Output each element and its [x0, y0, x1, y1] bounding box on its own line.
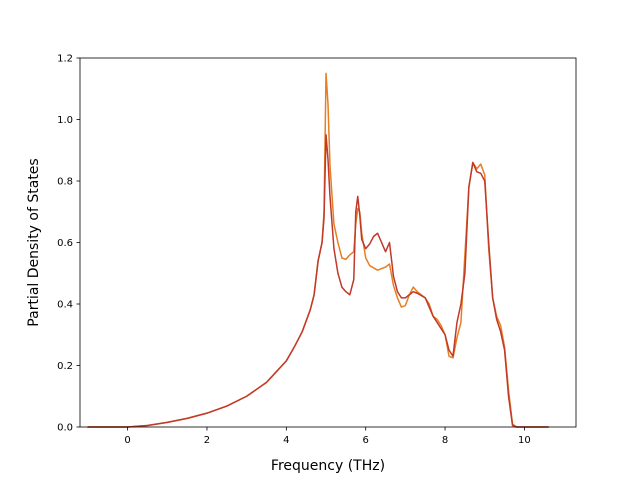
y-axis: 0.0 0.2 0.4 0.6 0.8 1.0 1.2 — [57, 54, 80, 434]
x-tick-label: 10 — [518, 435, 531, 446]
series-line-2 — [87, 134, 549, 428]
y-axis-label: Partial Density of States — [26, 158, 42, 326]
series-layer — [87, 72, 549, 428]
y-tick-label: 1.0 — [57, 115, 73, 126]
x-tick-label: 4 — [283, 435, 289, 446]
x-tick-label: 6 — [363, 435, 369, 446]
x-axis-label: Frequency (THz) — [271, 458, 385, 474]
x-tick-label: 8 — [442, 435, 448, 446]
x-axis: 0 2 4 6 8 10 — [124, 427, 531, 446]
y-tick-label: 0.0 — [57, 423, 73, 434]
y-tick-label: 0.8 — [57, 177, 73, 188]
y-tick-label: 0.4 — [57, 300, 73, 311]
x-tick-label: 0 — [124, 435, 130, 446]
y-tick-label: 1.2 — [57, 54, 73, 65]
y-tick-label: 0.6 — [57, 238, 73, 249]
x-tick-label: 2 — [204, 435, 210, 446]
y-tick-label: 0.2 — [57, 361, 73, 372]
